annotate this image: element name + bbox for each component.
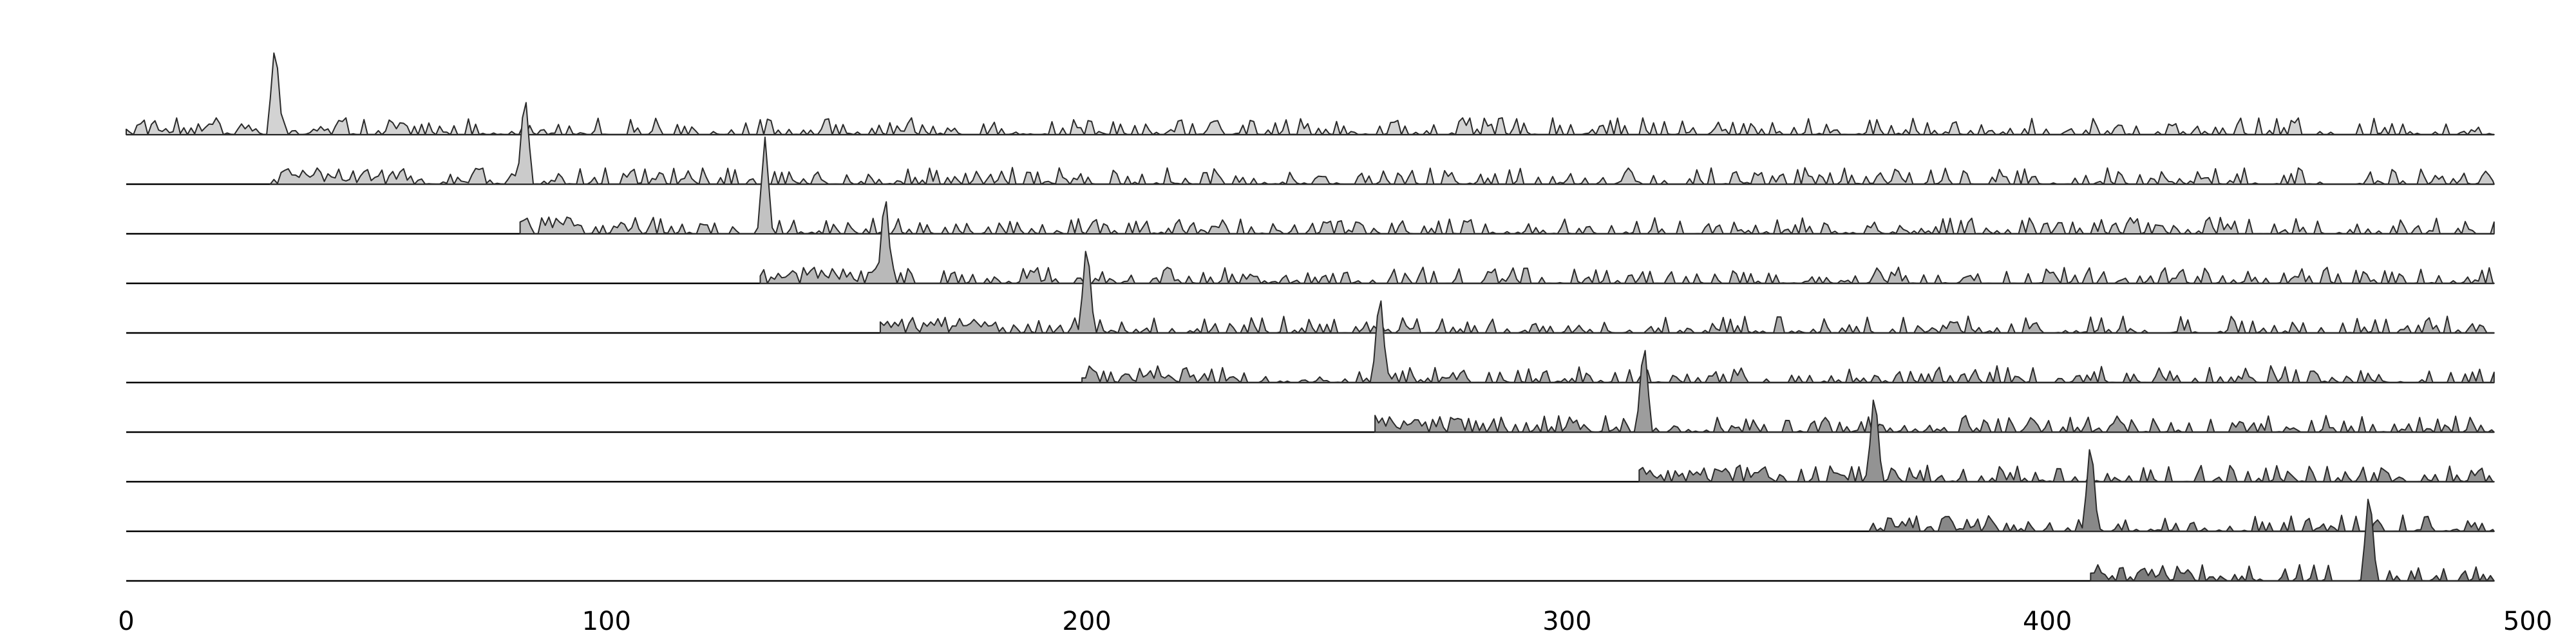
ridge-area bbox=[1638, 399, 2495, 482]
x-tick-label: 100 bbox=[582, 607, 631, 636]
ridge-area bbox=[1869, 449, 2495, 532]
ridge-2 bbox=[126, 102, 2495, 185]
ridge-area bbox=[1081, 300, 2495, 383]
ridge-4 bbox=[126, 201, 2495, 285]
ridge-5 bbox=[126, 251, 2495, 334]
ridge-area bbox=[269, 102, 2495, 185]
ridge-area bbox=[126, 52, 2495, 135]
ridge-area bbox=[519, 137, 2495, 234]
ridge-area bbox=[879, 251, 2495, 334]
ridge-8 bbox=[126, 399, 2495, 483]
x-tick-label: 500 bbox=[2503, 607, 2552, 636]
ridge-1 bbox=[126, 52, 2495, 136]
ridge-6 bbox=[126, 300, 2495, 384]
ridge-area bbox=[759, 201, 2495, 284]
ridge-7 bbox=[126, 350, 2495, 433]
ridge-area bbox=[2090, 498, 2495, 582]
ridge-series-group bbox=[126, 52, 2495, 582]
x-tick-label: 0 bbox=[118, 607, 134, 636]
x-tick-label: 400 bbox=[2023, 607, 2072, 636]
x-axis: 0 100 200 300 400 500 bbox=[118, 607, 2552, 636]
ridge-area bbox=[1374, 350, 2495, 433]
x-tick-label: 200 bbox=[1062, 607, 1111, 636]
x-tick-label: 300 bbox=[1542, 607, 1591, 636]
ridge-3 bbox=[126, 137, 2495, 235]
ridge-9 bbox=[126, 449, 2495, 533]
ridge-10 bbox=[126, 498, 2495, 582]
